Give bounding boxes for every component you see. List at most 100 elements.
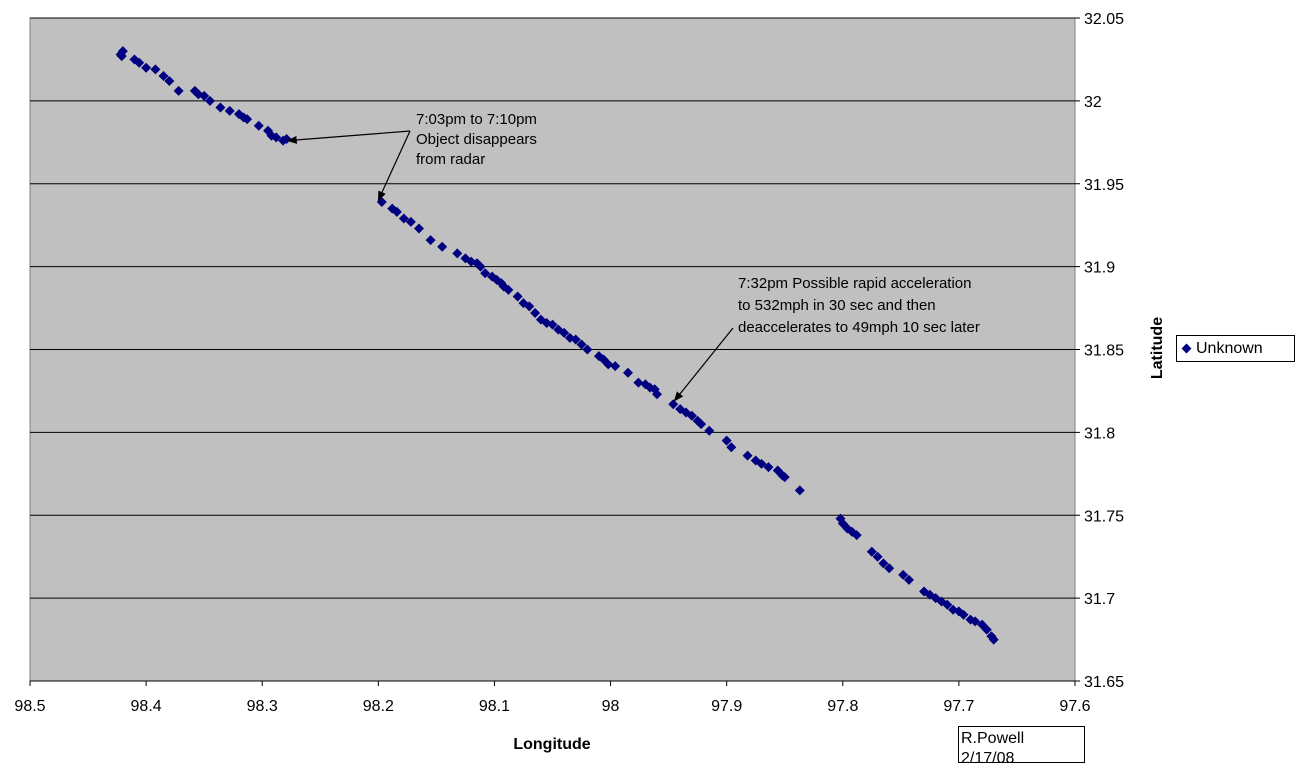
data-point	[570, 334, 581, 345]
x-tick-label: 98.4	[131, 698, 162, 715]
y-axis-title: Latitude	[1149, 317, 1166, 379]
y-tick-label: 32.05	[1084, 11, 1124, 28]
y-tick-label: 31.7	[1084, 591, 1115, 608]
data-point	[242, 114, 253, 125]
data-point	[391, 206, 402, 217]
data-point	[763, 462, 774, 473]
data-point	[981, 624, 992, 635]
data-point	[158, 71, 169, 82]
x-tick-label: 97.9	[711, 698, 742, 715]
data-point	[452, 248, 463, 259]
data-point	[116, 51, 127, 62]
annotation-arrow	[377, 130, 411, 202]
data-point	[903, 574, 914, 585]
data-point	[942, 599, 953, 610]
data-point	[721, 435, 732, 446]
data-point	[851, 530, 862, 541]
credit-date: 2/17/08	[961, 750, 1015, 763]
x-tick-label: 97.6	[1059, 698, 1090, 715]
data-point	[425, 235, 436, 246]
annotation-text: deaccelerates to 49mph 10 sec later	[738, 319, 980, 336]
data-point	[884, 563, 895, 574]
x-tick-label: 98.3	[247, 698, 278, 715]
data-point	[742, 450, 753, 461]
data-point	[199, 90, 210, 101]
data-point	[271, 132, 282, 143]
data-point	[524, 301, 535, 312]
data-point	[898, 569, 909, 580]
y-tick-label: 31.85	[1084, 343, 1124, 360]
data-point	[398, 213, 409, 224]
data-point	[530, 308, 541, 319]
data-point	[224, 105, 235, 116]
data-point	[610, 361, 621, 372]
x-tick-label: 98.2	[363, 698, 394, 715]
x-tick-label: 98.5	[14, 698, 45, 715]
gridlines	[30, 17, 1075, 682]
data-point	[576, 339, 587, 350]
data-point	[582, 344, 593, 355]
y-tick-label: 31.65	[1084, 674, 1124, 691]
data-point	[958, 609, 969, 620]
annotation-text: to 532mph in 30 sec and then	[738, 297, 936, 314]
annotations: 7:03pm to 7:10pm Object disappears from ra…	[286, 111, 980, 402]
x-tick-label: 97.8	[827, 698, 858, 715]
data-point	[437, 241, 448, 252]
x-tick-labels: 98.5 98.4 98.3 98.2 98.1 98 97.9 97.8 97.7 97.6	[14, 681, 1091, 715]
data-point	[547, 319, 558, 330]
annotation-text: 7:32pm Possible rapid acceleration	[738, 275, 971, 292]
data-point	[622, 367, 633, 378]
y-tick-label: 31.95	[1084, 177, 1124, 194]
data-point	[652, 389, 662, 400]
data-point	[204, 95, 215, 106]
annotation-arrow	[286, 130, 411, 144]
x-tick-label: 97.7	[943, 698, 974, 715]
data-point	[794, 485, 805, 496]
data-points	[115, 46, 999, 645]
data-point	[475, 261, 486, 272]
data-point	[253, 120, 264, 131]
data-point	[503, 284, 514, 295]
data-point	[405, 216, 416, 227]
credit-author: R.Powell	[961, 730, 1025, 747]
legend: Unknown	[1176, 335, 1295, 362]
data-point	[480, 268, 491, 279]
annotation-arrow	[673, 327, 734, 402]
annotation-text: from radar	[416, 151, 485, 168]
data-point	[164, 75, 175, 86]
data-point	[559, 327, 570, 338]
data-point	[141, 62, 152, 73]
data-point	[779, 472, 790, 483]
data-point	[603, 359, 614, 370]
data-point	[686, 410, 697, 421]
data-point	[866, 546, 877, 557]
data-point	[970, 616, 981, 627]
data-point	[872, 551, 883, 562]
data-point	[633, 377, 644, 388]
data-point	[215, 102, 226, 113]
legend-diamond-icon	[1181, 343, 1192, 354]
data-point	[696, 419, 707, 430]
y-tick-label: 31.75	[1084, 508, 1124, 525]
legend-label: Unknown	[1196, 339, 1263, 357]
y-tick-label: 31.8	[1084, 425, 1115, 442]
data-point	[413, 223, 424, 234]
data-point	[704, 425, 715, 436]
x-tick-label: 98	[602, 698, 620, 715]
y-tick-label: 31.9	[1084, 260, 1115, 277]
data-point	[726, 442, 737, 453]
data-point	[134, 57, 145, 68]
data-point	[150, 64, 161, 75]
data-point	[988, 634, 999, 645]
annotation-text: Object disappears	[416, 131, 537, 148]
credit-box: R.Powell 2/17/08	[958, 726, 1085, 763]
x-tick-label: 98.1	[479, 698, 510, 715]
x-axis-title: Longitude	[513, 736, 590, 753]
data-point	[512, 291, 523, 302]
data-point	[668, 399, 679, 410]
data-point	[173, 85, 184, 96]
annotation-text: 7:03pm to 7:10pm	[416, 111, 537, 128]
y-tick-label: 32	[1084, 94, 1102, 111]
y-tick-labels: 31.65 31.7 31.75 31.8 31.85 31.9 31.95 32 32.05	[1075, 11, 1124, 691]
